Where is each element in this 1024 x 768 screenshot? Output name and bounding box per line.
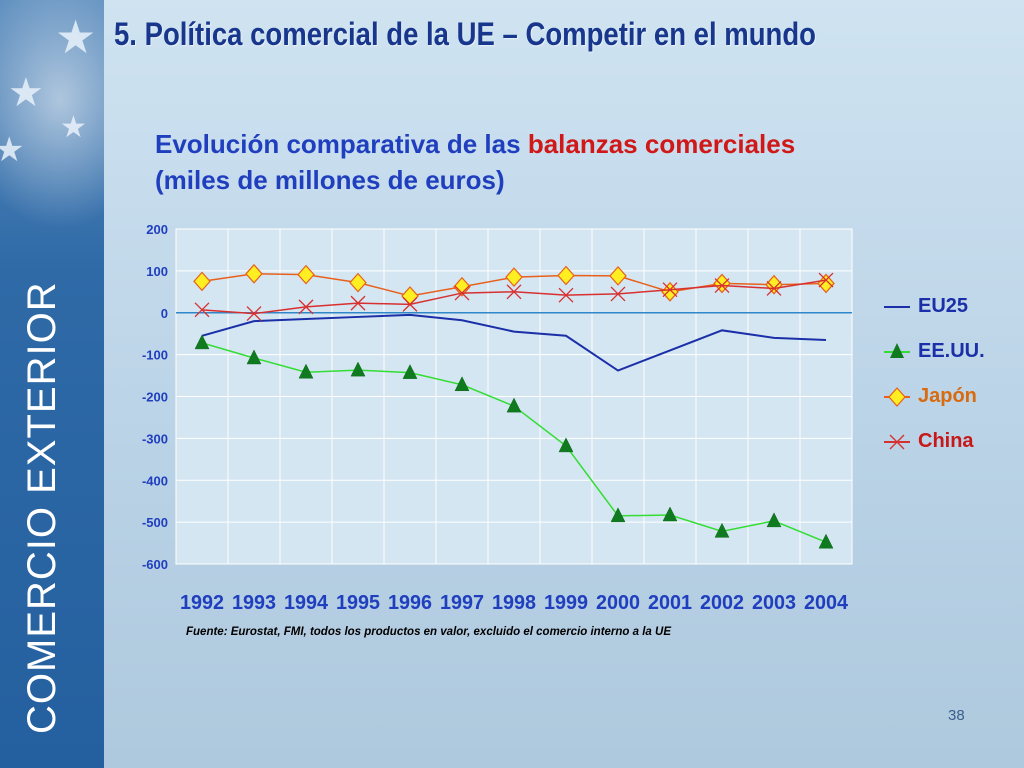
data-point-ee-uu <box>298 363 314 379</box>
x-tick-label: 1997 <box>440 592 484 614</box>
legend-label-jap-n: Japón <box>918 385 977 407</box>
data-point-ee-uu <box>506 397 522 413</box>
data-point-ee-uu <box>558 437 574 453</box>
legend-label-ee-uu: EE.UU. <box>918 340 985 362</box>
data-point-jap-n <box>297 264 315 285</box>
data-point-ee-uu <box>246 349 262 365</box>
data-point-ee-uu <box>818 533 834 549</box>
x-tick-label: 2004 <box>804 592 849 614</box>
data-point-china <box>454 285 470 301</box>
legend-swatch-jap-n <box>884 387 910 407</box>
data-point-jap-n <box>609 265 627 286</box>
chart-title-highlight: balanzas comerciales <box>527 129 796 159</box>
star-icon: ★ <box>8 71 44 115</box>
sidebar-banner: ★ ★ ★ ★ COMERCIO EXTERIOR <box>0 0 104 768</box>
star-icon: ★ <box>0 131 25 169</box>
y-tick-label: -400 <box>142 473 168 488</box>
x-tick-label: 1994 <box>284 592 329 614</box>
y-tick-label: -500 <box>142 515 168 530</box>
legend-label-eu25: EU25 <box>918 295 969 317</box>
star-icon: ★ <box>55 11 97 63</box>
data-point-china <box>506 284 522 300</box>
y-tick-label: -300 <box>142 431 168 446</box>
data-point-china <box>350 295 366 311</box>
data-point-china <box>402 296 418 312</box>
x-tick-label: 1999 <box>544 592 588 614</box>
data-point-jap-n <box>193 271 211 292</box>
y-tick-label: -600 <box>142 557 168 572</box>
data-point-jap-n <box>245 263 263 284</box>
data-point-china <box>818 272 834 288</box>
chart-title-line2: (miles de millones de euros) <box>155 165 505 195</box>
x-tick-label: 1993 <box>232 592 276 614</box>
data-point-ee-uu <box>766 512 782 528</box>
x-tick-label: 1996 <box>388 592 432 614</box>
data-point-ee-uu <box>350 361 366 377</box>
data-point-ee-uu <box>610 507 626 523</box>
data-point-china <box>714 278 730 293</box>
y-tick-label: 100 <box>146 264 168 279</box>
legend-item-jap-n: Japón <box>882 382 1002 412</box>
data-point-jap-n <box>505 267 523 288</box>
x-tick-label: 2003 <box>752 592 796 614</box>
legend-swatch-eu25 <box>884 306 910 308</box>
data-point-ee-uu <box>402 364 418 379</box>
data-point-china <box>610 286 626 302</box>
page-title: 5. Política comercial de la UE – Competi… <box>114 16 816 52</box>
data-point-china <box>298 299 314 315</box>
legend-swatch-china <box>884 434 910 450</box>
star-icon: ★ <box>60 111 87 144</box>
sidebar-glow <box>0 0 104 230</box>
x-tick-label: 2001 <box>648 592 692 614</box>
data-point-china <box>558 287 574 303</box>
x-tick-label: 2000 <box>596 592 640 614</box>
chart-title: Evolución comparativa de las balanzas co… <box>155 126 795 198</box>
data-point-china <box>246 306 262 322</box>
legend-label-china: China <box>918 430 974 452</box>
legend-item-ee-uu: EE.UU. <box>882 337 1002 367</box>
data-point-jap-n <box>557 265 575 286</box>
x-tick-label: 2002 <box>700 592 744 614</box>
data-point-ee-uu <box>662 506 678 522</box>
data-point-ee-uu <box>194 334 210 350</box>
data-point-china <box>194 302 210 318</box>
x-tick-label: 1998 <box>492 592 536 614</box>
legend-item-eu25: EU25 <box>882 292 1002 322</box>
data-point-jap-n <box>765 274 783 295</box>
data-point-china <box>662 282 678 298</box>
series-line-eu25 <box>201 313 827 372</box>
x-tick-label: 1995 <box>336 592 380 614</box>
x-tick-label: 1992 <box>180 592 224 614</box>
data-point-jap-n <box>453 276 471 297</box>
data-point-jap-n <box>349 272 367 293</box>
legend-swatch-ee-uu <box>884 343 910 358</box>
data-point-ee-uu <box>454 376 470 392</box>
page-number: 38 <box>948 707 965 724</box>
y-tick-label: -100 <box>142 348 168 363</box>
legend-item-china: China <box>882 427 1002 457</box>
data-point-china <box>766 281 782 296</box>
y-tick-label: 200 <box>146 222 168 237</box>
y-tick-label: -200 <box>142 390 168 405</box>
source-note: Fuente: Eurostat, FMI, todos los product… <box>186 626 671 638</box>
y-tick-label: 0 <box>161 306 168 321</box>
chart-title-part1: Evolución comparativa de las <box>155 129 528 159</box>
data-point-ee-uu <box>714 522 730 538</box>
